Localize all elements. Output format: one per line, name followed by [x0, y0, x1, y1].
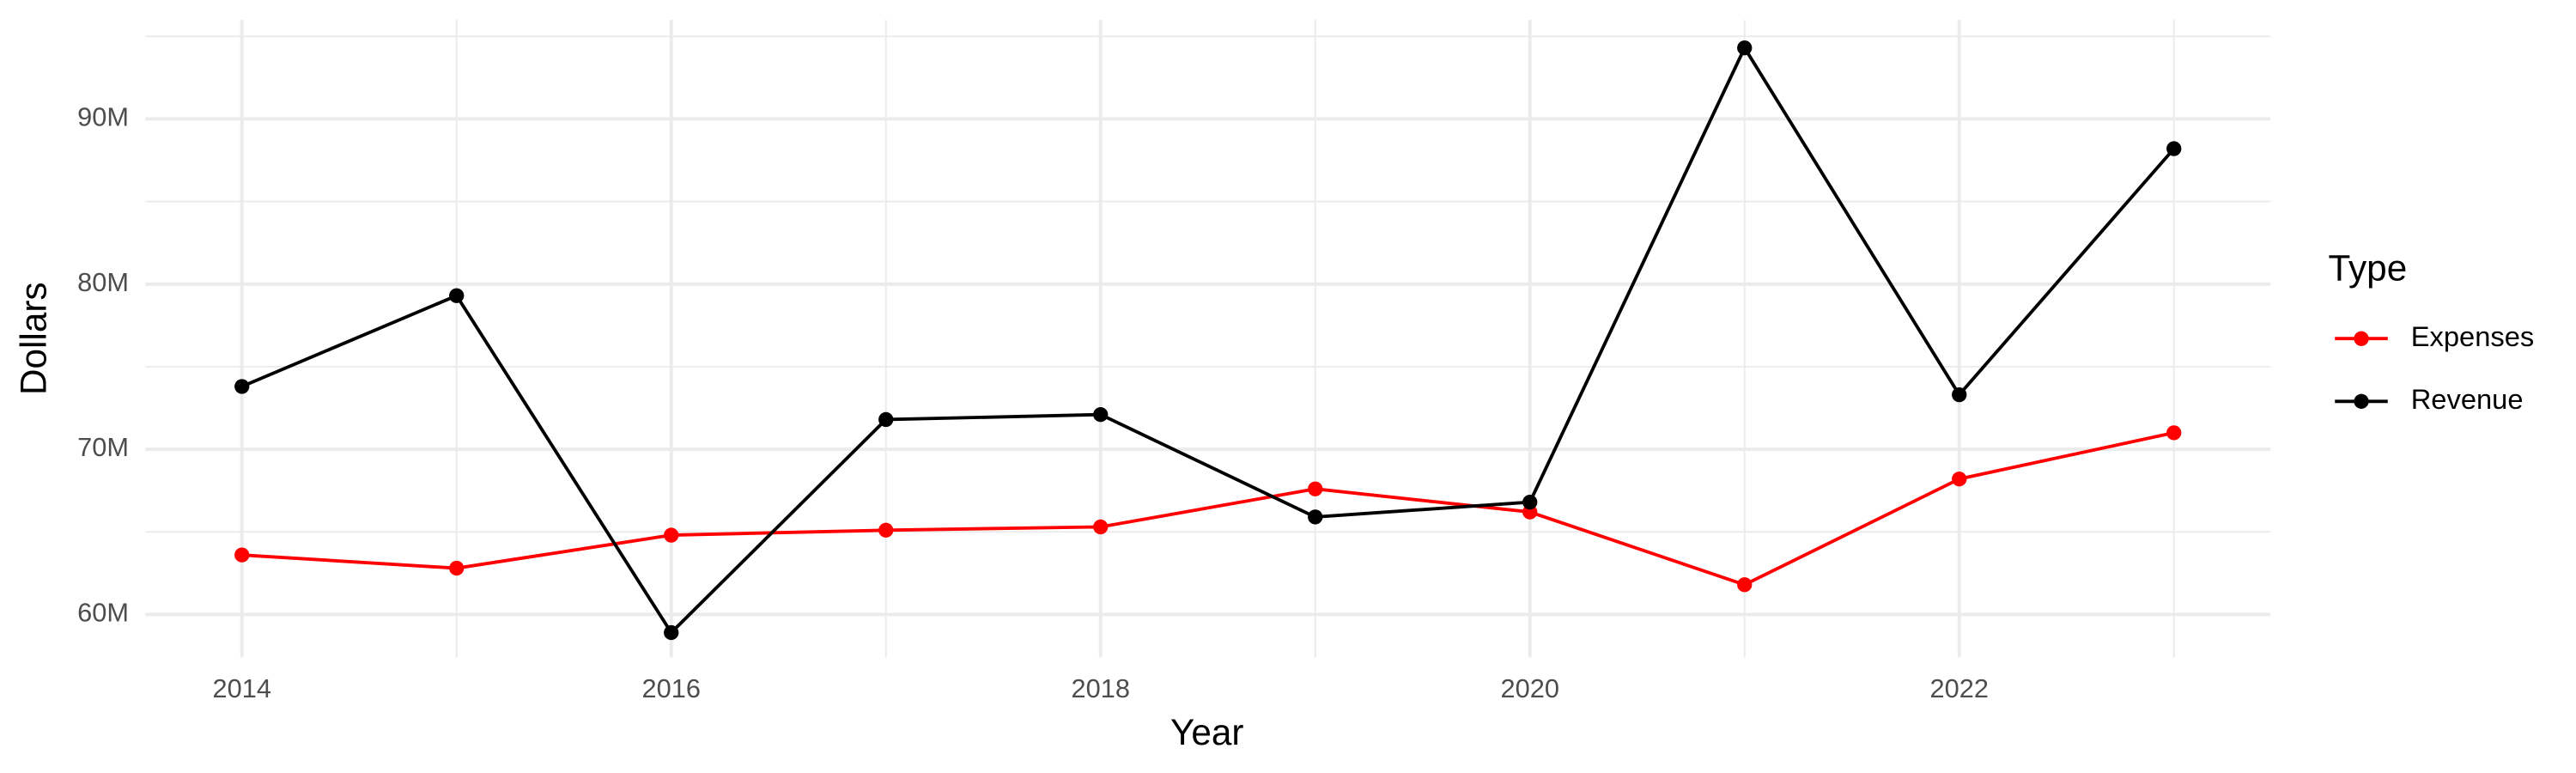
data-point	[2166, 141, 2182, 156]
data-point	[1952, 472, 1967, 487]
y-axis-title: Dollars	[13, 282, 53, 395]
grid	[145, 20, 2271, 658]
data-point	[664, 527, 679, 543]
y-tick-label: 60M	[77, 598, 129, 628]
data-point	[234, 379, 250, 394]
legend-label: Expenses	[2411, 320, 2535, 352]
data-point	[1737, 40, 1753, 56]
x-tick-label: 2022	[1930, 673, 1989, 703]
legend-point	[2354, 331, 2369, 346]
legend-point	[2354, 393, 2369, 409]
series-line	[240, 44, 2176, 636]
data-point	[2166, 425, 2182, 441]
data-point	[1522, 494, 1538, 510]
y-tick-label: 90M	[77, 102, 129, 132]
x-tick-label: 2018	[1072, 673, 1130, 703]
data-point	[449, 288, 465, 303]
y-tick-label: 70M	[77, 432, 129, 462]
x-tick-label: 2020	[1501, 673, 1559, 703]
data-point	[1308, 481, 1323, 496]
legend-title: Type	[2329, 248, 2408, 289]
x-axis-title: Year	[1170, 712, 1243, 752]
data-point	[664, 624, 679, 641]
data-point	[1093, 519, 1109, 535]
data-point	[234, 547, 250, 563]
data-point	[878, 522, 894, 538]
data-point	[1952, 386, 1967, 403]
data-point	[878, 411, 894, 428]
y-tick-label: 80M	[77, 267, 129, 297]
series-line	[241, 430, 2175, 587]
data-point	[1308, 509, 1323, 525]
x-tick-label: 2016	[642, 673, 701, 703]
legend-label: Revenue	[2411, 383, 2524, 415]
data-point	[1093, 407, 1109, 423]
data-point	[449, 560, 465, 576]
x-tick-label: 2014	[213, 673, 271, 703]
data-point	[1737, 577, 1753, 593]
